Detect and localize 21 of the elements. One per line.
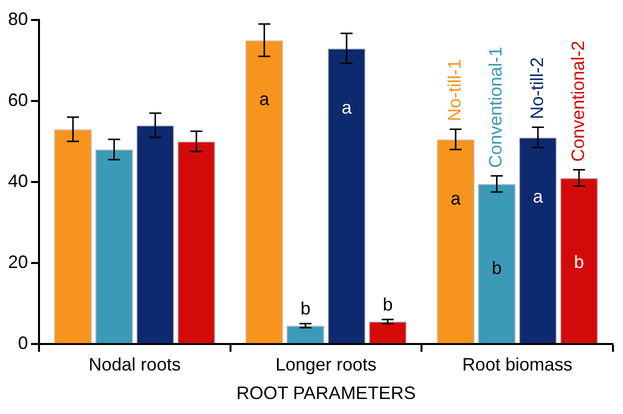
data-label: a bbox=[342, 97, 353, 118]
data-label: a bbox=[259, 89, 270, 110]
text: Conventional-2 bbox=[568, 40, 588, 162]
data-label: b bbox=[382, 294, 393, 314]
text: Conventional-1 bbox=[486, 46, 506, 168]
x-tick-label: Longer roots bbox=[275, 354, 377, 375]
text: No-till-2 bbox=[526, 57, 547, 120]
y-tick-label: 20 bbox=[8, 252, 28, 272]
data-label: a bbox=[450, 188, 462, 208]
data-label: b bbox=[492, 258, 502, 278]
x-tick-label: Root biomass bbox=[462, 354, 572, 375]
y-tick-label: 0 bbox=[18, 332, 28, 353]
data-label: b bbox=[300, 298, 310, 319]
text: No-till-1 bbox=[444, 59, 465, 122]
data-label: a bbox=[532, 186, 544, 206]
x-axis-title: ROOT PARAMETERS bbox=[236, 383, 416, 404]
y-tick-label: 80 bbox=[8, 8, 28, 29]
y-tick-label: 60 bbox=[8, 90, 28, 110]
y-tick-label: 40 bbox=[8, 170, 28, 191]
data-label: b bbox=[574, 252, 584, 272]
x-tick-label: Nodal roots bbox=[88, 354, 181, 375]
